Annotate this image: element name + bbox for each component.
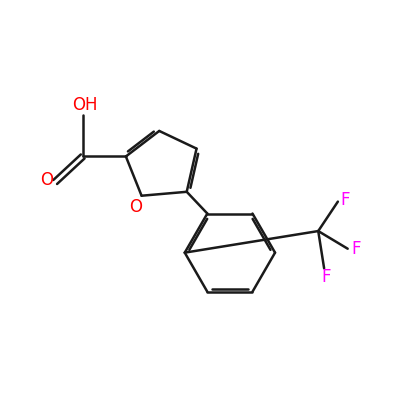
Text: O: O — [129, 198, 142, 216]
Text: F: F — [352, 240, 361, 258]
Text: OH: OH — [72, 96, 97, 115]
Text: F: F — [340, 190, 350, 209]
Text: O: O — [40, 171, 53, 189]
Text: F: F — [321, 268, 331, 286]
